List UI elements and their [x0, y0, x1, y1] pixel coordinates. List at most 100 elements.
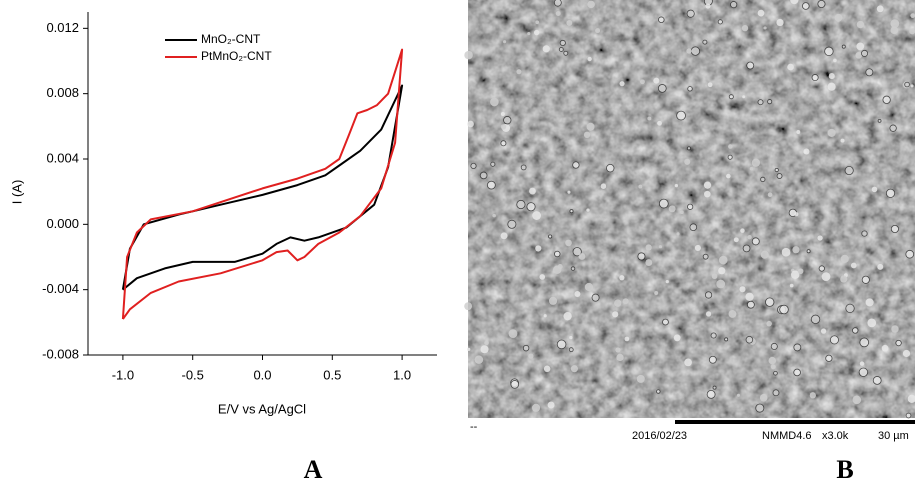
sem-particle [547, 401, 555, 409]
sem-particle [825, 354, 833, 362]
sem-particle [856, 20, 865, 29]
sem-particle [789, 283, 794, 288]
sem-particle [781, 247, 791, 257]
sem-particle [718, 267, 726, 275]
sem-particle [565, 239, 572, 247]
y-tick-label: -0.004 [42, 281, 79, 296]
sem-particle [871, 186, 878, 193]
sem-particle [532, 211, 541, 220]
sem-particle [624, 336, 630, 342]
sem-particle [469, 171, 473, 175]
sem-particle [858, 367, 869, 377]
sem-particle [637, 252, 646, 261]
sem-particle [809, 392, 816, 399]
sem-particle [563, 311, 572, 321]
sem-particle [821, 272, 831, 282]
sem-particle [653, 77, 660, 84]
sem-particle [770, 364, 776, 370]
sem-particle [902, 349, 911, 358]
sem-particle [793, 343, 802, 352]
sem-particle [749, 166, 754, 171]
sem-particle [827, 82, 836, 91]
sem-particle [687, 86, 693, 92]
sem-particle [790, 270, 800, 279]
sem-particle [569, 209, 574, 214]
sem-particle [793, 368, 801, 377]
sem-particle [686, 9, 695, 18]
sem-particle [636, 374, 645, 383]
sem-particle [503, 116, 512, 125]
sem-particle [759, 393, 768, 402]
sem-particle [587, 0, 595, 9]
sem-particle [755, 403, 765, 413]
sem-particle [817, 0, 826, 9]
sem-particle [872, 376, 882, 385]
sem-particle [895, 339, 902, 347]
sem-particle [705, 311, 712, 317]
sem-particle [658, 198, 669, 209]
sem-particle [704, 291, 713, 299]
sem-particle [757, 9, 765, 17]
sem-particle [865, 68, 874, 77]
sem-particle [817, 235, 823, 241]
sem-particle [861, 230, 868, 237]
sem-particle [736, 393, 740, 397]
sem-particle [787, 63, 794, 71]
x-tick-label: 0.5 [323, 367, 341, 382]
sem-particle [773, 370, 778, 376]
sem-particle [840, 138, 845, 143]
sem-particle [606, 163, 615, 173]
sem-code: NMMD4.6 [762, 430, 812, 442]
sem-particle [861, 49, 869, 57]
sem-particle [834, 13, 843, 22]
sem-particle [763, 26, 767, 30]
sem-particle [647, 116, 652, 121]
sem-particle [877, 119, 882, 123]
x-axis-label: E/V vs Ag/AgCl [218, 401, 306, 416]
sem-particle [792, 246, 800, 254]
sem-particle [535, 245, 542, 252]
sem-particle [859, 361, 865, 366]
sem-particle [910, 84, 914, 88]
sem-particle [614, 299, 622, 307]
sem-particle [645, 259, 653, 267]
sem-magnification: x3.0k [822, 430, 849, 442]
x-tick-label: -1.0 [112, 367, 134, 382]
sem-particle [882, 95, 891, 104]
sem-particle [543, 365, 551, 373]
sem-particle [776, 173, 783, 179]
sem-particle [680, 210, 684, 215]
sem-particle [712, 385, 717, 390]
sem-particle [718, 255, 728, 265]
sem-particle [768, 356, 777, 365]
sem-particle [645, 244, 652, 251]
x-tick-label: 1.0 [393, 367, 411, 382]
sem-marker: -- [470, 421, 478, 433]
sem-particle [751, 158, 761, 167]
sem-particle [557, 264, 563, 270]
y-tick-label: 0.008 [46, 85, 79, 100]
sem-particle [820, 328, 827, 334]
sem-particle [877, 263, 884, 270]
sem-particle [760, 250, 769, 259]
sem-particle [567, 190, 571, 194]
sem-particle [584, 282, 594, 292]
sem-particle [668, 205, 676, 213]
sem-particle [811, 74, 819, 82]
sem-particle [559, 39, 566, 47]
sem-particle [845, 303, 855, 314]
sem-particle [516, 199, 526, 210]
sem-particle [742, 95, 746, 99]
sem-particle [776, 18, 784, 27]
sem-particle [708, 355, 717, 364]
sem-particle [535, 20, 540, 25]
sem-particle [890, 26, 899, 35]
sem-particle [503, 40, 507, 44]
sem-particle [745, 336, 754, 344]
sem-particle [702, 253, 709, 260]
sem-particle [522, 344, 530, 352]
y-tick-label: 0.012 [46, 20, 79, 35]
sem-date: 2016/02/23 [632, 430, 687, 442]
sem-particle [600, 183, 607, 189]
